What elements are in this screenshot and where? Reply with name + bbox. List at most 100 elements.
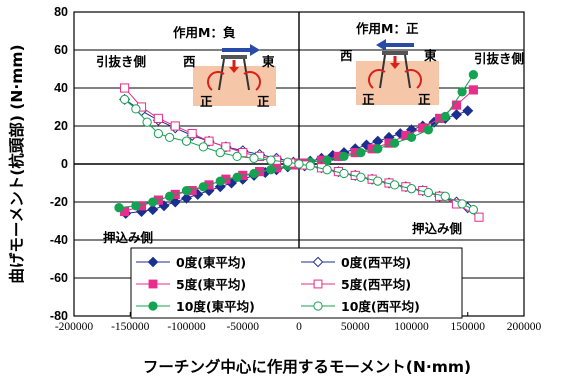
data-point [457, 87, 467, 97]
positive-char-left-1: 正 [200, 94, 213, 109]
data-point [373, 144, 383, 154]
data-point [313, 279, 323, 289]
legend-item: 5度(東平均) [136, 277, 246, 292]
y-tick-label: 20 [54, 119, 68, 133]
data-point [147, 256, 159, 268]
x-tick-labels: -200000 -150000 -100000 -50000 0 50000 100000 1… [55, 321, 542, 333]
arrow-right-icon [222, 44, 260, 56]
y-tick-label: -40 [50, 233, 68, 247]
east-label-left: 東 [262, 54, 275, 69]
data-point [322, 155, 332, 165]
arrow-left-icon [376, 39, 414, 51]
x-tick-label: -150000 [111, 321, 150, 333]
left-pullout-label: 引抜き側 [96, 54, 146, 69]
x-tick-label: -100000 [167, 321, 206, 333]
west-label-left: 西 [183, 54, 196, 69]
data-point [153, 113, 163, 123]
y-tick-label: -80 [50, 309, 68, 323]
data-point [148, 301, 158, 311]
data-point [142, 117, 152, 127]
y-tick-label: 60 [54, 43, 68, 57]
legend-item: 0度(東平均) [136, 255, 246, 270]
legend-label: 0度(西平均) [341, 255, 411, 270]
y-tick-label: 40 [54, 81, 68, 95]
inset-positive: 作用M：正 西 東 正 正 [340, 21, 439, 107]
data-point [204, 136, 214, 146]
down-arrow-head-icon [229, 67, 239, 73]
data-point [215, 147, 225, 158]
legend-label: 5度(東平均) [176, 277, 246, 292]
data-point [120, 83, 130, 93]
data-point [339, 151, 349, 162]
legend-item: 0度(西平均) [301, 255, 411, 270]
legend-label: 10度(西平均) [341, 299, 420, 314]
data-point [462, 105, 474, 117]
data-point [312, 256, 324, 268]
x-tick-label: 150000 [451, 321, 486, 333]
y-axis-label: 曲げモーメント(杭頭部) (N·mm) [7, 44, 26, 283]
legend-item: 5度(西平均) [301, 277, 411, 292]
east-label-right: 東 [424, 48, 437, 63]
data-point [119, 94, 130, 105]
data-point [423, 125, 434, 135]
data-point [468, 70, 479, 80]
data-point [249, 153, 259, 163]
x-tick-label: 100000 [394, 321, 429, 333]
data-point [406, 132, 417, 143]
data-point [164, 132, 175, 143]
pile-left-icon [218, 58, 225, 91]
rotation-arrow-icon [243, 71, 261, 91]
data-point [451, 100, 462, 110]
data-point [153, 128, 164, 139]
data-point [313, 301, 323, 311]
data-point [170, 121, 180, 131]
data-point [457, 199, 467, 209]
left-pushin-label: 押込み側 [103, 230, 153, 245]
data-point [389, 138, 400, 148]
data-point [266, 165, 276, 175]
data-point [468, 204, 479, 215]
data-point [114, 203, 124, 213]
positive-char-left-2: 正 [257, 94, 270, 109]
x-tick-label: 50000 [341, 321, 370, 333]
x-tick-label: 200000 [507, 321, 542, 333]
legend: 0度(東平均) 0度(西平均) 5度(東平均) 5度(西平均) 10度(東平均) 10度(… [130, 247, 463, 319]
legend-box [130, 247, 463, 319]
legend-label: 0度(東平均) [176, 255, 246, 270]
rotation-arrow-icon [207, 71, 225, 91]
data-point [181, 136, 192, 146]
data-point [148, 279, 158, 289]
data-point [221, 142, 231, 152]
positive-char-right-2: 正 [418, 92, 431, 107]
x-axis-label: フーチング中心に作用するモーメント(N·mm) [143, 357, 471, 376]
y-tick-label: 80 [54, 5, 68, 19]
rotation-arrow-icon [368, 69, 386, 89]
data-point [294, 159, 304, 169]
data-point [305, 161, 315, 171]
data-point [232, 172, 242, 182]
data-point [322, 165, 332, 175]
y-tick-label: -20 [50, 195, 68, 209]
series-layer [114, 70, 484, 222]
data-point [181, 185, 192, 196]
legend-label: 5度(西平均) [341, 277, 411, 292]
y-tick-label: 0 [61, 157, 68, 171]
y-tick-label: -60 [50, 271, 68, 285]
west-label-right: 西 [340, 48, 353, 63]
data-point [131, 201, 141, 211]
data-point [440, 111, 450, 122]
series-6 [119, 94, 479, 215]
data-point [266, 155, 276, 165]
legend-items: 0度(東平均) 0度(西平均) 5度(東平均) 5度(西平均) 10度(東平均) 10度(… [136, 255, 420, 314]
data-point [339, 168, 349, 179]
right-pushin-label: 押込み側 [412, 221, 462, 236]
y-tick-labels: 80 60 40 20 0 -20 -40 -60 -80 [50, 5, 68, 323]
data-point [373, 176, 383, 186]
data-point [198, 142, 209, 152]
data-point [180, 192, 193, 204]
down-arrow-head-icon [390, 63, 400, 69]
moment-positive-label: 作用M：正 [356, 21, 419, 36]
data-point [198, 182, 209, 192]
x-tick-label: -200000 [55, 321, 94, 333]
